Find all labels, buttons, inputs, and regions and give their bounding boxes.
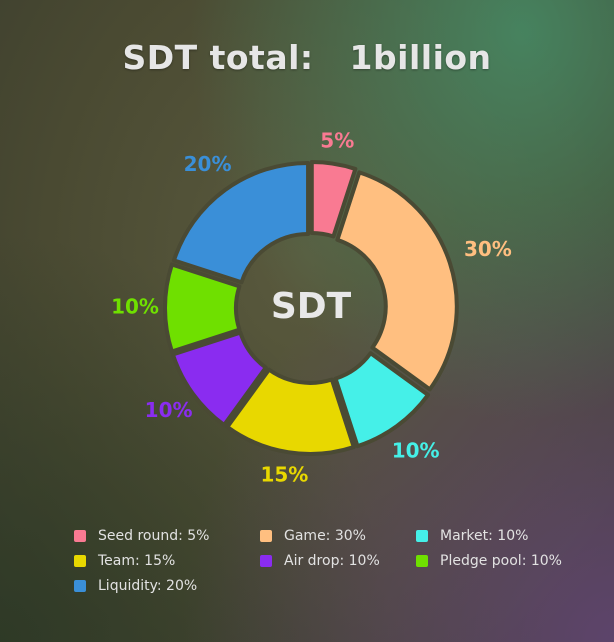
legend-swatch xyxy=(74,555,86,567)
slice-label-game: 30% xyxy=(464,237,512,261)
legend-swatch xyxy=(260,530,272,542)
chart-legend: Seed round: 5% Game: 30% Market: 10% Team: … xyxy=(74,527,594,595)
slice-pledge-pool xyxy=(163,262,242,354)
legend-swatch xyxy=(74,530,86,542)
legend-swatch xyxy=(74,580,86,592)
legend-swatch xyxy=(416,530,428,542)
slice-label-pledge-pool: 10% xyxy=(111,295,159,319)
slice-label-market: 10% xyxy=(392,439,440,463)
legend-label: Market: 10% xyxy=(440,528,529,544)
slice-market xyxy=(333,351,431,449)
slice-air-drop xyxy=(170,330,268,428)
chart-title: SDT total: 1billion xyxy=(122,38,492,77)
slice-label-seed-round: 5% xyxy=(320,129,354,153)
legend-label: Pledge pool: 10% xyxy=(440,553,562,569)
legend-label: Game: 30% xyxy=(284,528,366,544)
legend-label: Seed round: 5% xyxy=(98,528,210,544)
legend-item-pledge-pool: Pledge pool: 10% xyxy=(416,552,586,570)
legend-label: Team: 15% xyxy=(98,553,176,569)
legend-label: Air drop: 10% xyxy=(284,553,380,569)
donut-slices xyxy=(163,160,459,456)
legend-item-seed-round: Seed round: 5% xyxy=(74,527,260,545)
legend-item-air-drop: Air drop: 10% xyxy=(260,552,416,570)
slice-label-team: 15% xyxy=(260,462,308,486)
slice-label-liquidity: 20% xyxy=(184,152,232,176)
legend-label: Liquidity: 20% xyxy=(98,578,198,594)
legend-item-market: Market: 10% xyxy=(416,527,586,545)
slice-game xyxy=(335,170,459,392)
legend-swatch xyxy=(416,555,428,567)
legend-item-team: Team: 15% xyxy=(74,552,260,570)
legend-item-liquidity: Liquidity: 20% xyxy=(74,577,260,595)
slice-label-air-drop: 10% xyxy=(145,398,193,422)
legend-item-game: Game: 30% xyxy=(260,527,416,545)
center-label: SDT xyxy=(271,286,352,327)
legend-swatch xyxy=(260,555,272,567)
slice-liquidity xyxy=(171,160,311,285)
slice-team xyxy=(225,367,356,456)
slice-seed-round xyxy=(309,160,358,239)
slice-labels: 5% 30% 10% 15% 10% 10% 20% xyxy=(111,129,512,487)
